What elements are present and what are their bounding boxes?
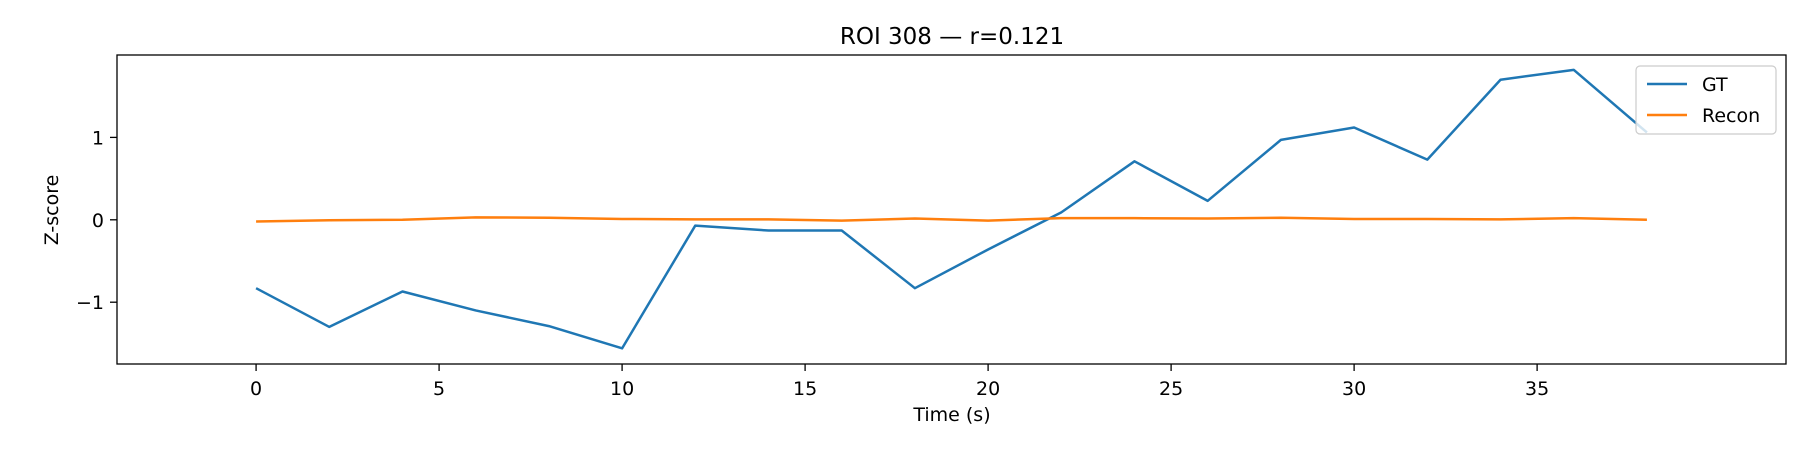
chart-title: ROI 308 — r=0.121 [840,24,1064,50]
series-line-gt [255,68,1648,350]
x-tick-label: 25 [1159,378,1183,400]
plot-area: 0 5 10 15 20 25 30 35 −1 0 1 [76,68,1648,400]
x-tick-label: 35 [1525,378,1549,400]
legend: GT Recon [1635,65,1777,135]
y-tick-label: 0 [92,210,104,232]
x-tick-label: 30 [1342,378,1366,400]
legend-label-recon: Recon [1702,105,1760,127]
x-tick-label: 10 [610,378,634,400]
y-tick-label: −1 [76,292,104,314]
x-tick-label: 15 [793,378,817,400]
plot-frame [116,54,1787,365]
x-tick-label: 20 [976,378,1000,400]
x-tick-label: 0 [250,378,262,400]
series-line-recon [256,216,1647,223]
y-axis-label: Z-score [41,175,63,246]
x-tick-label: 5 [433,378,445,400]
y-tick-label: 1 [92,127,104,149]
x-axis-label: Time (s) [912,404,990,426]
legend-label-gt: GT [1702,74,1728,96]
